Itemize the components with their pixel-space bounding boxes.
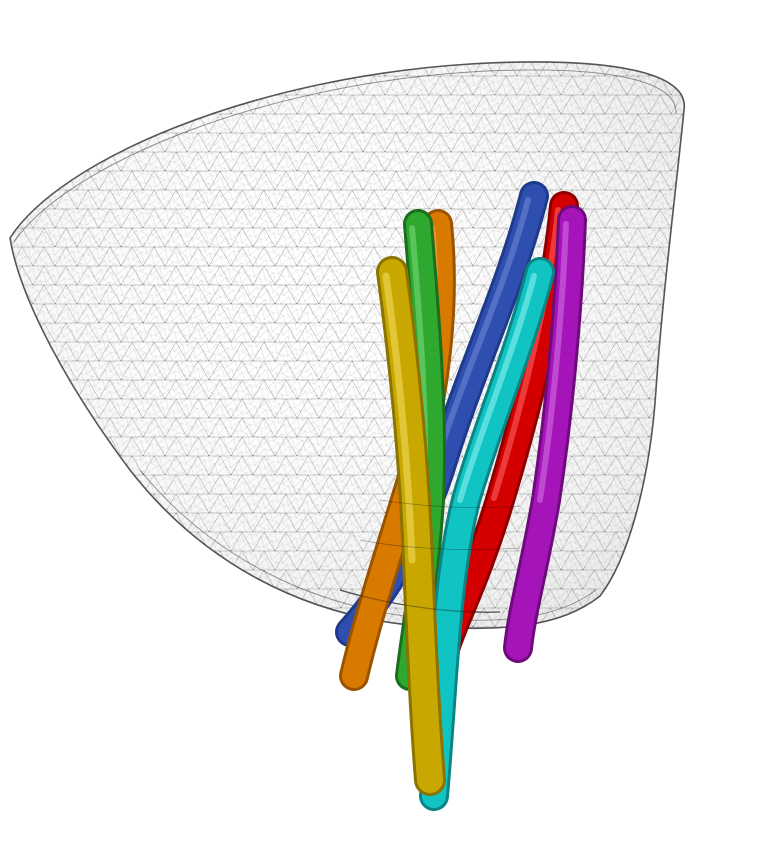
tube-cyan [419,257,555,811]
tube-bundle [335,181,587,811]
tube-magenta [503,205,587,663]
mesh-front-edges [339,499,521,613]
mesh-surface [9,61,685,630]
tube-yellow [376,256,446,796]
